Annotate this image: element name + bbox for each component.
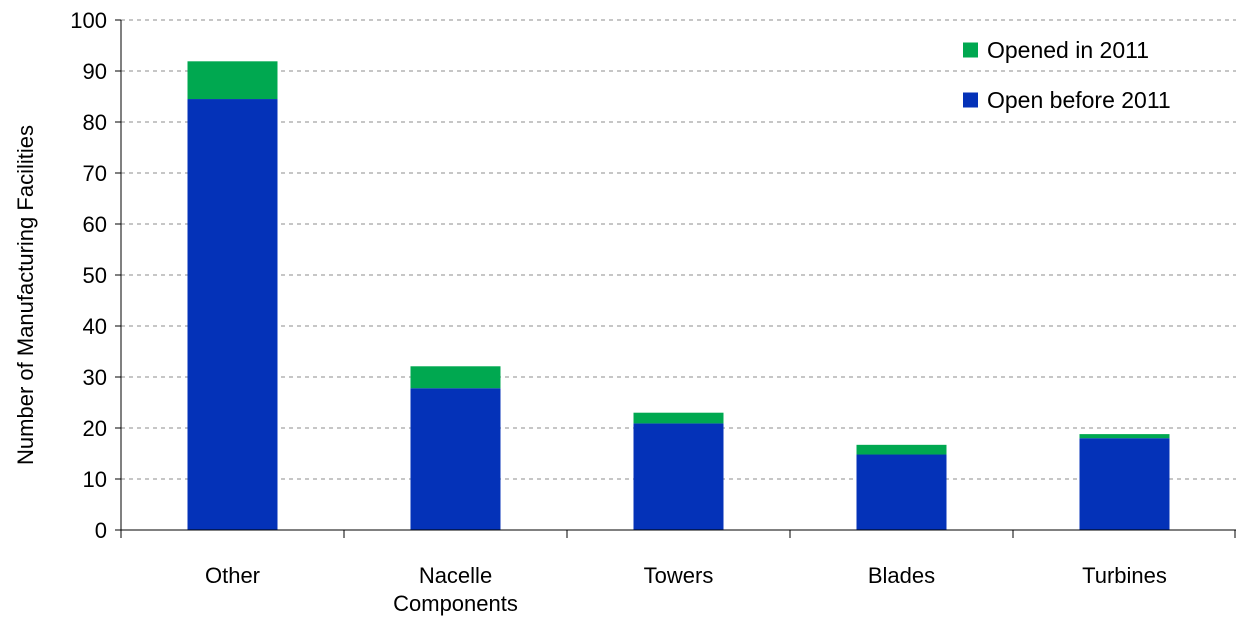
legend-swatch [963, 42, 978, 58]
bar-segment [633, 423, 724, 530]
x-tick-label: Towers [644, 563, 714, 588]
bar-segment [856, 454, 947, 530]
x-tick-label: Turbines [1082, 563, 1167, 588]
legend-label: Open before 2011 [987, 87, 1171, 113]
bars [187, 61, 1170, 531]
bar-segment [633, 412, 724, 424]
legend-label: Opened in 2011 [987, 37, 1149, 63]
x-tick-label: Nacelle [419, 563, 492, 588]
y-tick-label: 20 [83, 416, 107, 441]
bar-segment [410, 388, 501, 530]
y-tick-label: 10 [83, 467, 107, 492]
y-tick-label: 100 [70, 8, 107, 33]
y-tick-label: 60 [83, 212, 107, 237]
bar-segment [1079, 434, 1170, 439]
gridlines [121, 19, 1236, 480]
bar-segment [187, 61, 278, 100]
axes [115, 19, 1236, 538]
y-tick-label: 50 [83, 263, 107, 288]
x-tick-label: Components [393, 591, 518, 616]
y-tick-label: 30 [83, 365, 107, 390]
bar-segment [856, 444, 947, 455]
x-tick-label: Blades [868, 563, 935, 588]
y-tick-label: 40 [83, 314, 107, 339]
y-axis-title: Number of Manufacturing Facilities [13, 125, 38, 465]
legend: Opened in 2011 Open before 2011 [963, 37, 1171, 113]
bar-segment [1079, 438, 1170, 530]
y-tick-label: 80 [83, 110, 107, 135]
bar-segment [410, 366, 501, 389]
y-tick-label: 0 [95, 518, 107, 543]
x-tick-label: Other [205, 563, 260, 588]
legend-swatch [963, 92, 978, 108]
y-tick-label: 90 [83, 59, 107, 84]
y-tick-label: 70 [83, 161, 107, 186]
tick-labels: 0 10 20 30 40 50 60 70 80 90 100 Other Nacelle Compon… [70, 8, 1167, 616]
bar-segment [187, 99, 278, 531]
